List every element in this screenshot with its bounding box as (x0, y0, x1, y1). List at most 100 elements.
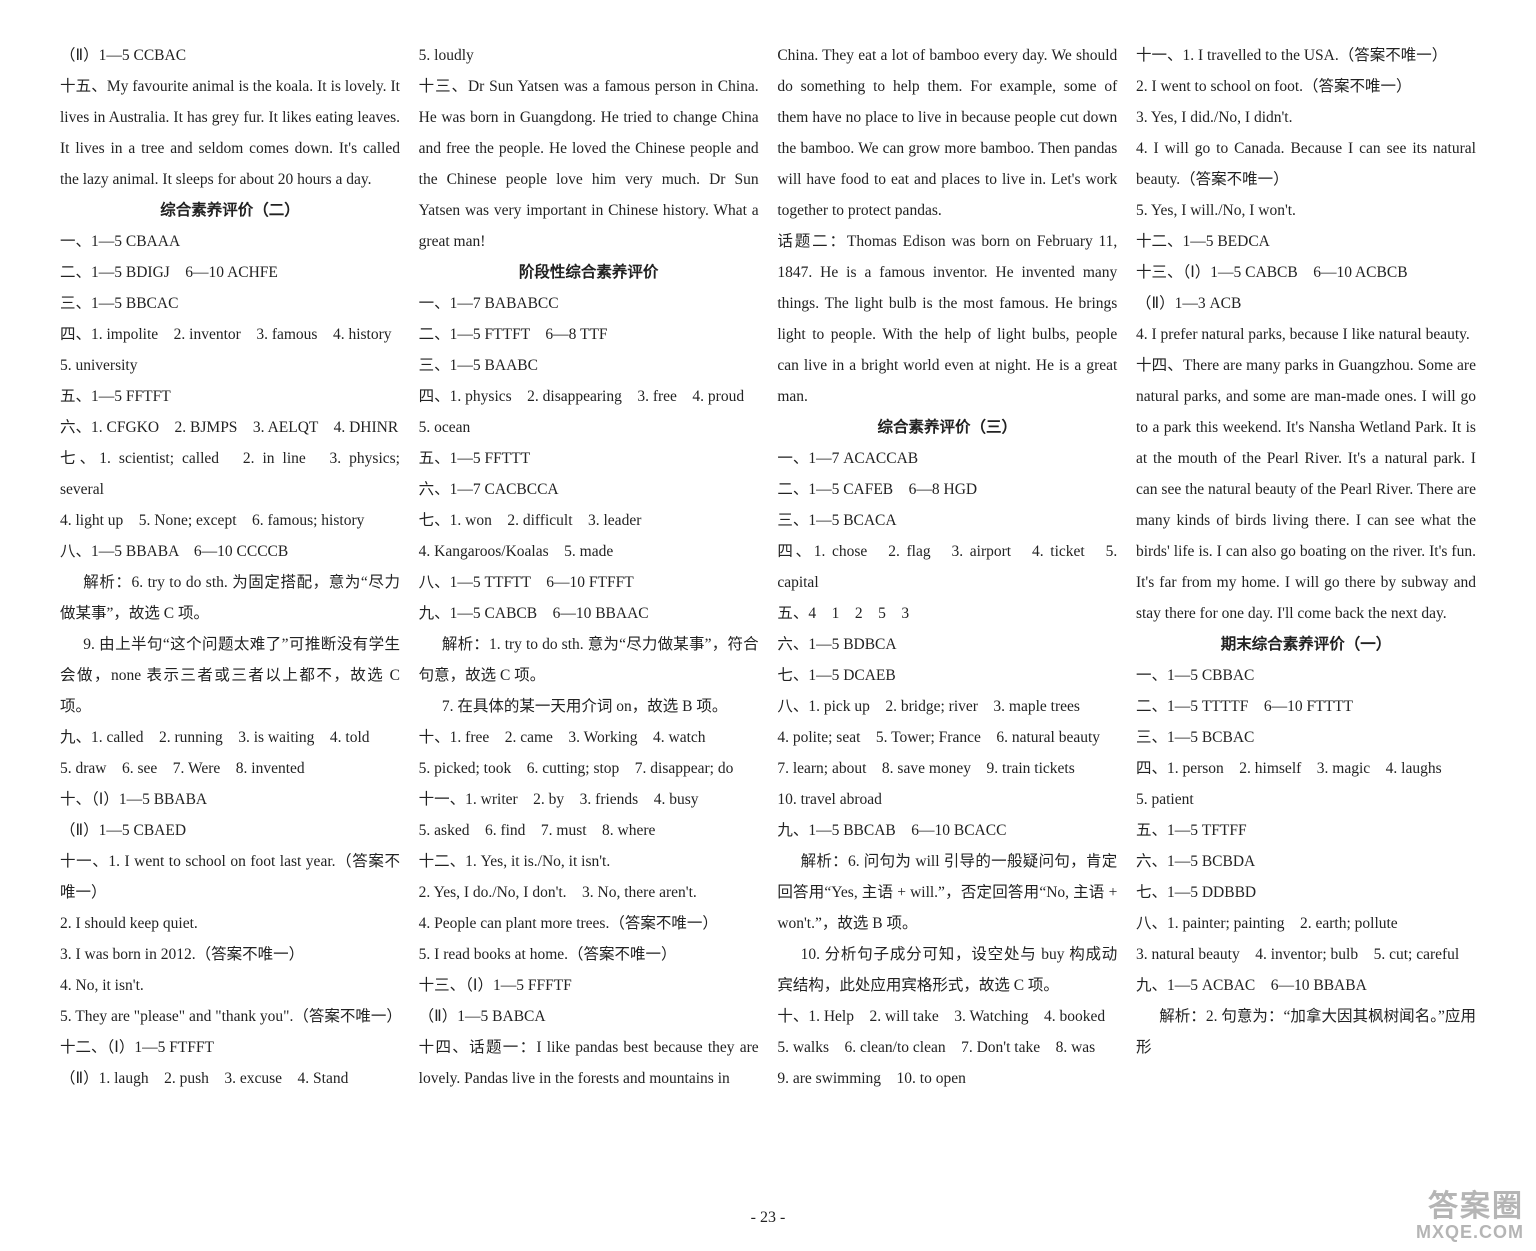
section-heading: 期末综合素养评价（一） (1136, 629, 1476, 660)
text-line: （Ⅱ）1—5 BABCA (419, 1001, 759, 1032)
text-note: 9. 由上半句“这个问题太难了”可推断没有学生会做，none 表示三者或三者以上… (60, 629, 400, 722)
text-paragraph: China. They eat a lot of bamboo every da… (777, 40, 1117, 226)
text-line: 九、1. called 2. running 3. is waiting 4. … (60, 722, 400, 753)
text-line: 八、1. pick up 2. bridge; river 3. maple t… (777, 691, 1117, 722)
text-line: 七、1—5 DCAEB (777, 660, 1117, 691)
text-line: 4. Kangaroos/Koalas 5. made (419, 536, 759, 567)
text-paragraph: 话题二：Thomas Edison was born on February 1… (777, 226, 1117, 412)
text-line: 九、1—5 ACBAC 6—10 BBABA (1136, 970, 1476, 1001)
text-line: 四、1. impolite 2. inventor 3. famous 4. h… (60, 319, 400, 350)
page-number: - 23 - (0, 1209, 1536, 1227)
text-line: 5. They are "please" and "thank you".（答案… (60, 1001, 400, 1032)
text-line: 二、1—5 TTTTF 6—10 FTTTT (1136, 691, 1476, 722)
text-line: 八、1—5 BBABA 6—10 CCCCB (60, 536, 400, 567)
text-line: 七、1. won 2. difficult 3. leader (419, 505, 759, 536)
text-note: 10. 分析句子成分可知，设空处与 buy 构成动宾结构，此处应用宾格形式，故选… (777, 939, 1117, 1001)
text-line: 十一、1. I travelled to the USA.（答案不唯一） (1136, 40, 1476, 71)
text-line: 十、1. free 2. came 3. Working 4. watch (419, 722, 759, 753)
text-line: 七、1—5 DDBBD (1136, 877, 1476, 908)
text-line: 5. university (60, 350, 400, 381)
text-line: 三、1—5 BCBAC (1136, 722, 1476, 753)
text-line: 十、（Ⅰ）1—5 BBABA (60, 784, 400, 815)
text-note: 解析：6. try to do sth. 为固定搭配，意为“尽力做某事”，故选 … (60, 567, 400, 629)
text-line: （Ⅱ）1—5 CCBAC (60, 40, 400, 71)
text-note: 解析：1. try to do sth. 意为“尽力做某事”，符合句意，故选 C… (419, 629, 759, 691)
text-line: 一、1—7 BABABCC (419, 288, 759, 319)
text-line: 五、1—5 FFTFT (60, 381, 400, 412)
text-line: 七、1. scientist; called 2. in line 3. phy… (60, 443, 400, 505)
text-note: 解析：2. 句意为：“加拿大因其枫树闻名。”应用形 (1136, 1001, 1476, 1063)
text-paragraph: 十三、Dr Sun Yatsen was a famous person in … (419, 71, 759, 257)
column-3: China. They eat a lot of bamboo every da… (777, 40, 1117, 1231)
text-line: 四、1. person 2. himself 3. magic 4. laugh… (1136, 753, 1476, 784)
text-line: 十二、1. Yes, it is./No, it isn't. (419, 846, 759, 877)
section-heading: 阶段性综合素养评价 (419, 257, 759, 288)
text-line: 2. Yes, I do./No, I don't. 3. No, there … (419, 877, 759, 908)
text-line: 十二、（Ⅰ）1—5 FTFFT (60, 1032, 400, 1063)
text-line: 4. I will go to Canada. Because I can se… (1136, 133, 1476, 195)
text-note: 解析：6. 问句为 will 引导的一般疑问句，肯定回答用“Yes, 主语 + … (777, 846, 1117, 939)
text-line: 八、1—5 TTFTT 6—10 FTFFT (419, 567, 759, 598)
text-line: 一、1—5 CBAAA (60, 226, 400, 257)
text-paragraph: 十四、话题一：I like pandas best because they a… (419, 1032, 759, 1094)
text-line: 一、1—5 CBBAC (1136, 660, 1476, 691)
text-line: 三、1—5 BBCAC (60, 288, 400, 319)
text-line: 九、1—5 BBCAB 6—10 BCACC (777, 815, 1117, 846)
text-line: 3. I was born in 2012.（答案不唯一） (60, 939, 400, 970)
text-line: 五、1—5 TFTFF (1136, 815, 1476, 846)
text-line: 八、1. painter; painting 2. earth; pollute (1136, 908, 1476, 939)
text-line: 10. travel abroad (777, 784, 1117, 815)
text-line: 7. learn; about 8. save money 9. train t… (777, 753, 1117, 784)
watermark: 答案圈 MXQE.COM (1416, 1190, 1524, 1243)
text-line: 5. draw 6. see 7. Were 8. invented (60, 753, 400, 784)
watermark-line-1: 答案圈 (1416, 1190, 1524, 1223)
text-line: 4. I prefer natural parks, because I lik… (1136, 319, 1476, 350)
text-line: 5. picked; took 6. cutting; stop 7. disa… (419, 753, 759, 784)
text-line: 2. I should keep quiet. (60, 908, 400, 939)
text-line: 5. loudly (419, 40, 759, 71)
column-4: 十一、1. I travelled to the USA.（答案不唯一） 2. … (1136, 40, 1476, 1231)
text-line: 五、4 1 2 5 3 (777, 598, 1117, 629)
text-line: 五、1—5 FFTTT (419, 443, 759, 474)
text-note: 7. 在具体的某一天用介词 on，故选 B 项。 (419, 691, 759, 722)
text-line: 十三、（Ⅰ）1—5 CABCB 6—10 ACBCB (1136, 257, 1476, 288)
text-line: 四、1. chose 2. flag 3. airport 4. ticket … (777, 536, 1117, 598)
text-line: 5. I read books at home.（答案不唯一） (419, 939, 759, 970)
text-line: （Ⅱ）1. laugh 2. push 3. excuse 4. Stand (60, 1063, 400, 1094)
text-line: 4. polite; seat 5. Tower; France 6. natu… (777, 722, 1117, 753)
text-line: 5. asked 6. find 7. must 8. where (419, 815, 759, 846)
text-line: 5. ocean (419, 412, 759, 443)
text-line: 六、1—5 BDBCA (777, 629, 1117, 660)
text-line: 5. walks 6. clean/to clean 7. Don't take… (777, 1032, 1117, 1063)
text-line: 六、1—5 BCBDA (1136, 846, 1476, 877)
text-line: （Ⅱ）1—3 ACB (1136, 288, 1476, 319)
text-line: 5. patient (1136, 784, 1476, 815)
text-line: 4. People can plant more trees.（答案不唯一） (419, 908, 759, 939)
section-heading: 综合素养评价（二） (60, 195, 400, 226)
text-line: 十、1. Help 2. will take 3. Watching 4. bo… (777, 1001, 1117, 1032)
text-line: 十一、1. I went to school on foot last year… (60, 846, 400, 908)
text-line: 5. Yes, I will./No, I won't. (1136, 195, 1476, 226)
text-line: 十二、1—5 BEDCA (1136, 226, 1476, 257)
text-line: 3. natural beauty 4. inventor; bulb 5. c… (1136, 939, 1476, 970)
watermark-line-2: MXQE.COM (1416, 1223, 1524, 1243)
text-line: 四、1. physics 2. disappearing 3. free 4. … (419, 381, 759, 412)
text-line: 一、1—7 ACACCAB (777, 443, 1117, 474)
text-line: （Ⅱ）1—5 CBAED (60, 815, 400, 846)
text-line: 4. light up 5. None; except 6. famous; h… (60, 505, 400, 536)
page: （Ⅱ）1—5 CCBAC 十五、My favourite animal is t… (0, 0, 1536, 1251)
text-paragraph: 十五、My favourite animal is the koala. It … (60, 71, 400, 195)
text-line: 十一、1. writer 2. by 3. friends 4. busy (419, 784, 759, 815)
text-line: 4. No, it isn't. (60, 970, 400, 1001)
text-paragraph: 十四、There are many parks in Guangzhou. So… (1136, 350, 1476, 629)
text-line: 9. are swimming 10. to open (777, 1063, 1117, 1094)
column-2: 5. loudly 十三、Dr Sun Yatsen was a famous … (419, 40, 759, 1231)
text-line: 二、1—5 FTTFT 6—8 TTF (419, 319, 759, 350)
text-line: 2. I went to school on foot.（答案不唯一） (1136, 71, 1476, 102)
section-heading: 综合素养评价（三） (777, 412, 1117, 443)
text-line: 九、1—5 CABCB 6—10 BBAAC (419, 598, 759, 629)
text-line: 三、1—5 BCACA (777, 505, 1117, 536)
text-line: 六、1—7 CACBCCA (419, 474, 759, 505)
text-line: 3. Yes, I did./No, I didn't. (1136, 102, 1476, 133)
text-line: 六、1. CFGKO 2. BJMPS 3. AELQT 4. DHINR (60, 412, 400, 443)
